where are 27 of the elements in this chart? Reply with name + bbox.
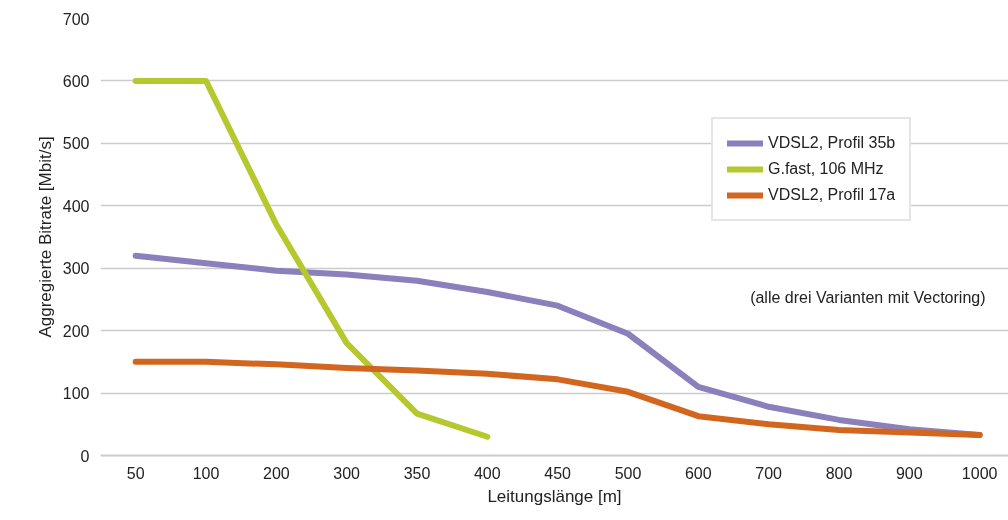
x-axis-title: Leitungslänge [m]: [487, 486, 622, 506]
x-tick-label: 600: [684, 464, 712, 482]
y-tick-label: 0: [80, 447, 90, 465]
x-tick-label: 400: [473, 464, 501, 482]
y-tick-label: 700: [62, 10, 90, 28]
x-tick-label: 450: [544, 464, 572, 482]
y-tick-label: 200: [62, 322, 90, 340]
legend-label: VDSL2, Profil 17a: [768, 186, 896, 204]
y-tick-label: 500: [62, 135, 90, 153]
x-tick-label: 350: [403, 464, 431, 482]
annotation: (alle drei Varianten mit Vectoring): [750, 288, 986, 306]
x-tick-label: 300: [333, 464, 361, 482]
x-tick-label: 900: [895, 464, 923, 482]
legend-label: VDSL2, Profil 35b: [768, 134, 896, 152]
legend-label: G.fast, 106 MHz: [768, 160, 884, 178]
x-tick-label: 100: [192, 464, 220, 482]
x-tick-label: 1000: [961, 464, 998, 482]
x-tick-label: 700: [755, 464, 783, 482]
x-tick-label: 800: [825, 464, 853, 482]
y-tick-label: 300: [62, 260, 90, 278]
y-axis-title: Aggregierte Bitrate [Mbit/s]: [35, 136, 55, 338]
y-tick-label: 100: [62, 385, 90, 403]
y-tick-label: 600: [62, 72, 90, 90]
x-tick-label: 50: [126, 464, 145, 482]
y-tick-label: 400: [62, 197, 90, 215]
x-tick-label: 500: [614, 464, 642, 482]
x-tick-label: 200: [262, 464, 290, 482]
